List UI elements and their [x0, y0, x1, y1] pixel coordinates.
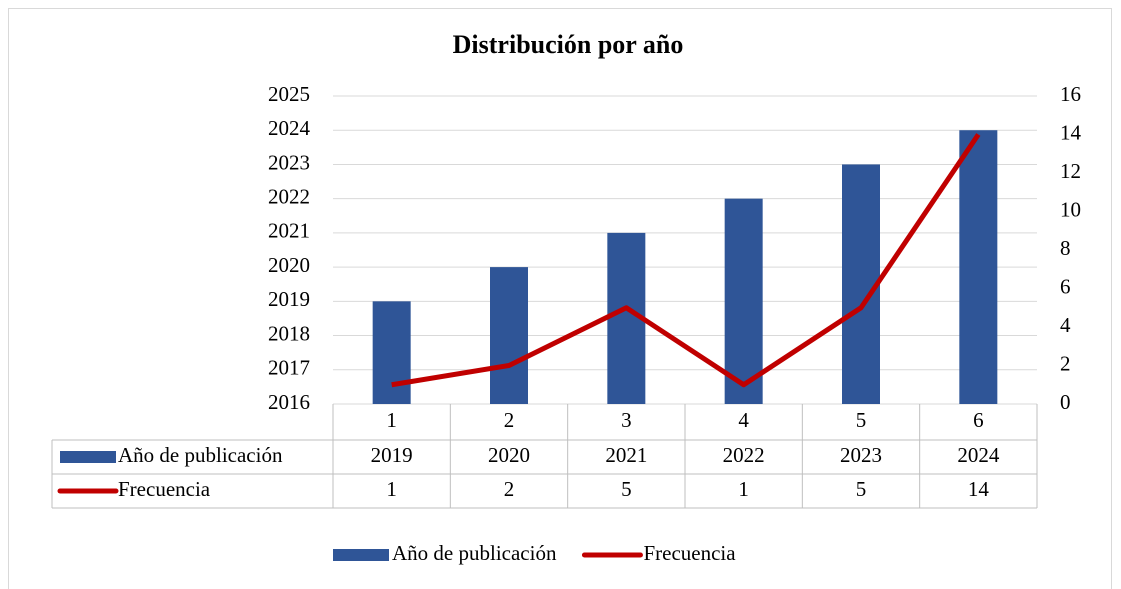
x-tick-label: 5: [856, 408, 867, 432]
table-cell: 2: [504, 477, 515, 501]
table-cell: 5: [621, 477, 632, 501]
y-tick-label: 2018: [268, 321, 310, 345]
table-cell: 2019: [371, 443, 413, 467]
table-cell: 1: [738, 477, 749, 501]
table-cell: 2021: [605, 443, 647, 467]
y-tick-label: 2017: [268, 356, 310, 380]
bar: [724, 198, 763, 404]
y-tick-label: 2024: [268, 116, 311, 140]
legend-label: Frecuencia: [643, 541, 736, 565]
y-tick-label: 2025: [268, 82, 310, 106]
y2-tick-label: 12: [1060, 159, 1081, 183]
table-cell: 2024: [957, 443, 1000, 467]
y-tick-label: 2019: [268, 287, 310, 311]
bar: [842, 164, 880, 404]
y2-tick-label: 16: [1060, 82, 1081, 106]
y2-tick-label: 6: [1060, 274, 1071, 298]
table-cell: 5: [856, 477, 867, 501]
y-tick-label: 2021: [268, 219, 310, 243]
table-row-label: Frecuencia: [118, 477, 211, 501]
legend-key: [333, 549, 389, 561]
y-tick-label: 2016: [268, 390, 310, 414]
x-tick-label: 3: [621, 408, 632, 432]
line: [391, 133, 981, 388]
y2-tick-label: 4: [1060, 313, 1071, 337]
y-tick-label: 2020: [268, 253, 310, 277]
bar: [372, 301, 411, 404]
table-legend-key: [60, 451, 116, 463]
table-cell: 2023: [840, 443, 882, 467]
chart-title: Distribución por año: [453, 30, 684, 59]
y-tick-label: 2023: [268, 150, 310, 174]
x-tick-label: 4: [738, 408, 749, 432]
table-cell: 2020: [488, 443, 530, 467]
y2-tick-label: 8: [1060, 236, 1071, 260]
y2-tick-label: 14: [1060, 120, 1082, 144]
legend-label: Año de publicación: [392, 541, 557, 565]
bar: [490, 267, 528, 404]
table-cell: 14: [968, 477, 990, 501]
x-tick-label: 6: [973, 408, 984, 432]
y-tick-label: 2022: [268, 184, 310, 208]
y2-tick-label: 10: [1060, 197, 1081, 221]
chart-border: [8, 8, 1112, 589]
bar: [959, 130, 998, 404]
y2-tick-label: 0: [1060, 390, 1071, 414]
x-tick-label: 1: [386, 408, 397, 432]
table-cell: 2022: [723, 443, 765, 467]
y2-tick-label: 2: [1060, 351, 1071, 375]
table-row-label: Año de publicación: [118, 443, 283, 467]
table-cell: 1: [386, 477, 397, 501]
x-tick-label: 2: [504, 408, 515, 432]
